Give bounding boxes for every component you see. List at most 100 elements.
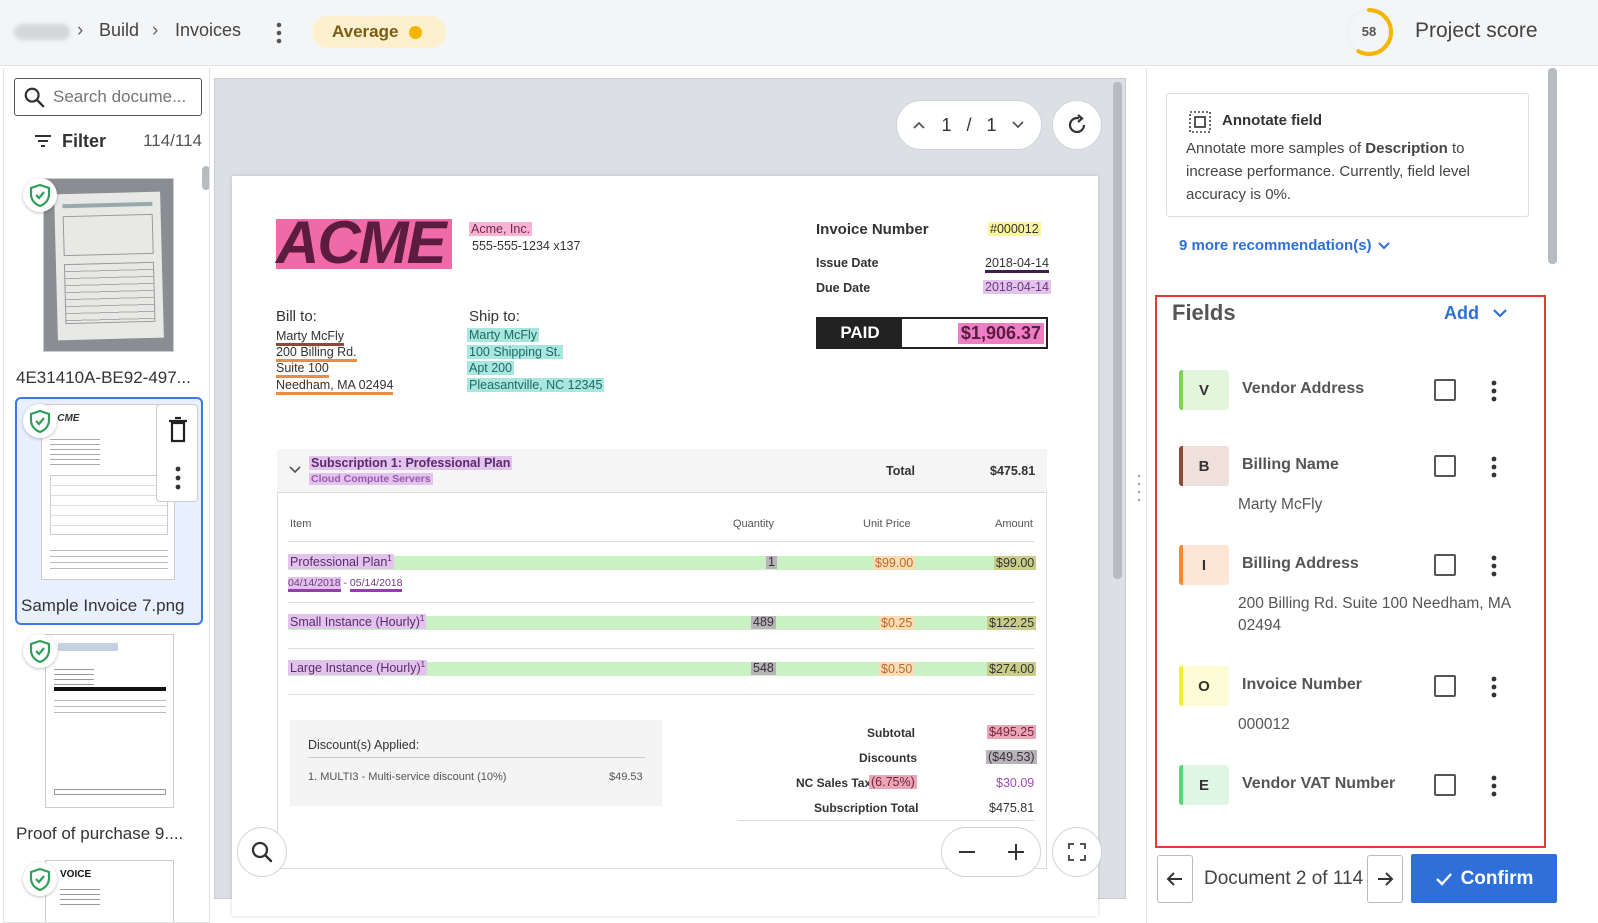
field-more-icon[interactable] [1485,454,1503,480]
ship-to-city[interactable]: Pleasantville, NC 12345 [467,378,605,392]
tax-rate[interactable]: (6.75%) [869,775,917,789]
previous-document-button[interactable] [1157,855,1193,903]
search-icon [24,87,45,108]
document-thumbnail[interactable] [43,178,174,352]
subscription-total-value: $475.81 [990,464,1036,478]
line-item-amount[interactable]: $99.00 [994,556,1037,570]
top-bar: › Build › Invoices Average 58 Project sc… [0,0,1598,66]
line-item-unit[interactable]: $0.50 [879,662,915,676]
more-recommendations-button[interactable]: 9 more recommendation(s) [1179,237,1390,254]
filter-button[interactable]: Filter 114/114 [34,128,204,154]
panel-resize-handle-icon[interactable] [1136,470,1142,510]
invoice-number-label: Invoice Number [816,221,929,238]
field-value[interactable]: Marty McFly [1238,496,1323,513]
line-item-qty[interactable]: 489 [751,615,776,629]
line-item-name[interactable]: Small Instance (Hourly)1 [288,614,427,630]
confirm-button[interactable]: Confirm [1411,854,1557,903]
ship-to-apt[interactable]: Apt 200 [467,361,515,375]
paid-label: PAID [818,319,902,347]
fields-section [1155,295,1546,848]
search-input[interactable] [53,87,201,107]
field-value[interactable]: 200 Billing Rd. Suite 100 Needham, MA 02… [1238,595,1511,634]
rotate-page-icon[interactable] [1052,100,1102,150]
bill-to-suite[interactable]: Suite 100 [276,361,329,378]
field-checkbox[interactable] [1434,379,1456,401]
ship-to-name[interactable]: Marty McFly [467,328,540,342]
field-more-icon[interactable] [1485,773,1503,799]
due-date-value[interactable]: 2018-04-14 [983,280,1051,294]
document-thumbnail[interactable] [45,634,174,808]
zoom-out-icon[interactable] [957,842,977,862]
document-more-icon[interactable] [169,463,187,493]
field-row[interactable]: E Vendor VAT Number [1179,765,1529,805]
line-item-qty[interactable]: 1 [766,555,777,569]
vendor-phone[interactable]: 555-555-1234 x137 [472,239,581,253]
field-row[interactable]: B Billing Name [1179,446,1529,486]
viewer-search-icon[interactable] [237,827,287,877]
line-item-highlight [288,556,1034,570]
field-more-icon[interactable] [1485,674,1503,700]
document-title[interactable]: Sample Invoice 7.png [21,596,185,615]
subscription-total-label: Total [886,464,915,478]
field-row[interactable]: V Vendor Address [1179,370,1529,410]
line-item-name[interactable]: Large Instance (Hourly)1 [288,660,428,676]
field-checkbox[interactable] [1434,774,1456,796]
document-title[interactable]: Proof of purchase 9.... [16,824,184,843]
tax-value[interactable]: $30.09 [996,776,1035,790]
annotate-field-icon [1189,111,1211,133]
document-thumbnail[interactable]: VOICE [45,860,174,922]
field-row[interactable]: I Billing Address [1179,545,1529,585]
document-title[interactable]: 4E31410A-BE92-497... [16,368,191,387]
line-item-amount[interactable]: $274.00 [987,662,1037,676]
field-name: Billing Name [1242,456,1339,473]
logo-highlight [276,219,452,269]
document-list-scrollbar[interactable] [202,166,209,190]
field-more-icon[interactable] [1485,378,1503,404]
field-more-icon[interactable] [1485,553,1503,579]
vendor-name[interactable]: Acme, Inc. [469,222,533,236]
bill-to-city[interactable]: Needham, MA 02494 [276,378,394,395]
acme-logo[interactable]: ACME [276,209,447,276]
zoom-in-icon[interactable] [1006,842,1026,862]
line-item-qty[interactable]: 548 [751,661,776,675]
field-name: Invoice Number [1242,676,1363,693]
field-row[interactable]: O Invoice Number [1179,666,1529,706]
paid-amount[interactable]: $1,906.37 [957,322,1044,344]
line-item-name[interactable]: Professional Plan1 [288,554,394,570]
more-options-icon[interactable] [270,20,288,46]
field-checkbox[interactable] [1434,554,1456,576]
line-item-period[interactable]: 04/14/2018 - 05/14/2018 [288,577,403,592]
document-counter: Document 2 of 114 [1204,868,1364,889]
document-thumbnail[interactable]: ACME [41,404,175,580]
document-search[interactable] [14,78,202,116]
issue-date-value[interactable]: 2018-04-14 [985,256,1049,273]
subscription-title[interactable]: Subscription 1: Professional Plan [309,456,513,470]
subtotal-value[interactable]: $495.25 [987,725,1037,739]
fullscreen-icon[interactable] [1052,827,1102,877]
line-item-unit[interactable]: $0.25 [879,616,915,630]
breadcrumb-build[interactable]: Build [99,20,140,40]
field-checkbox[interactable] [1434,675,1456,697]
breadcrumb-project-blurred[interactable] [14,24,70,40]
prev-page-icon[interactable] [912,120,926,130]
field-checkbox[interactable] [1434,455,1456,477]
arrow-left-icon [1166,872,1182,886]
next-document-button[interactable] [1367,855,1403,903]
add-field-button[interactable]: Add [1444,303,1507,324]
subscription-subtitle[interactable]: Cloud Compute Servers [309,473,433,485]
invoice-number-value[interactable]: #000012 [988,222,1041,236]
delete-document-icon[interactable] [166,415,190,445]
collapse-chevron-icon[interactable] [289,466,301,474]
next-page-icon[interactable] [1011,120,1025,130]
ship-to-street[interactable]: 100 Shipping St. [467,345,563,359]
bill-to-name[interactable]: Marty McFly [276,329,345,346]
line-item-unit[interactable]: $99.00 [873,556,916,570]
fields-panel-scrollbar[interactable] [1548,68,1557,264]
discount-amount: $49.53 [609,771,643,783]
line-item-amount[interactable]: $122.25 [987,616,1037,630]
field-value[interactable]: 000012 [1238,716,1290,733]
quality-badge[interactable]: Average [312,16,446,48]
discounts-value[interactable]: ($49.53) [986,750,1037,764]
viewer-scrollbar[interactable] [1113,82,1122,579]
bill-to-street[interactable]: 200 Billing Rd. [276,345,357,362]
